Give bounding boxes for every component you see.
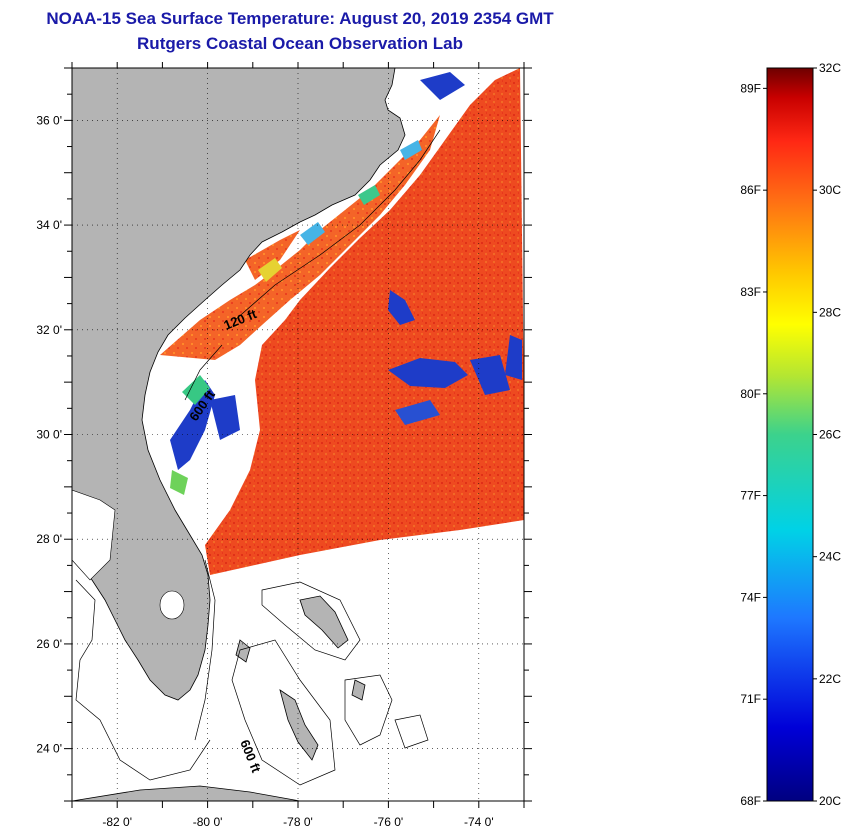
fahrenheit-label: 89F [740,81,761,95]
sst-coastal-mixed [170,140,440,495]
celsius-label: 26C [819,428,841,442]
lake-okeechobee [159,590,185,620]
map-graticule [64,62,532,808]
celsius-label: 24C [819,550,841,564]
land-southeast-us [72,68,406,701]
celsius-label: 20C [819,794,841,808]
lat-label: 24 0' [36,742,62,756]
lon-label: -80 0' [193,815,223,829]
fahrenheit-label: 86F [740,183,761,197]
celsius-labels: 32C 30C 28C 26C 24C 22C 20C [813,61,841,808]
sst-cool-patches [170,72,522,470]
lat-label: 34 0' [36,218,62,232]
lon-label: -74 0' [464,815,494,829]
sst-nearshore-region [160,115,440,360]
lat-label: 30 0' [36,428,62,442]
latitude-labels: 36 0' 34 0' 32 0' 30 0' 28 0' 26 0' 24 0' [36,113,62,755]
lat-label: 28 0' [36,532,62,546]
sst-shelf-region [245,230,300,280]
celsius-label: 22C [819,672,841,686]
fahrenheit-label: 71F [740,692,761,706]
fahrenheit-label: 83F [740,285,761,299]
colorbar-scale [766,67,814,802]
bathymetry-contours [75,129,441,786]
celsius-label: 32C [819,61,841,75]
lon-label: -78 0' [283,815,313,829]
longitude-labels: -82 0' -80 0' -78 0' -76 0' -74 0' [102,815,493,829]
land-cuba [72,785,301,801]
lat-label: 32 0' [36,323,62,337]
lat-label: 36 0' [36,113,62,127]
fahrenheit-label: 68F [740,794,761,808]
celsius-label: 30C [819,183,841,197]
land-bahamas [235,595,366,761]
fahrenheit-label: 74F [740,590,761,604]
celsius-label: 28C [819,305,841,319]
map-title: NOAA-15 Sea Surface Temperature: August … [46,9,554,28]
sst-warm-region [205,68,524,575]
gulf-coast-water [72,489,116,581]
map-subtitle: Rutgers Coastal Ocean Observation Lab [137,34,463,53]
fahrenheit-label: 80F [740,387,761,401]
lat-label: 26 0' [36,637,62,651]
lon-label: -76 0' [374,815,404,829]
fahrenheit-labels: 89F 86F 83F 80F 77F 74F 71F 68F [740,81,767,808]
lon-label: -82 0' [102,815,132,829]
fahrenheit-label: 77F [740,489,761,503]
